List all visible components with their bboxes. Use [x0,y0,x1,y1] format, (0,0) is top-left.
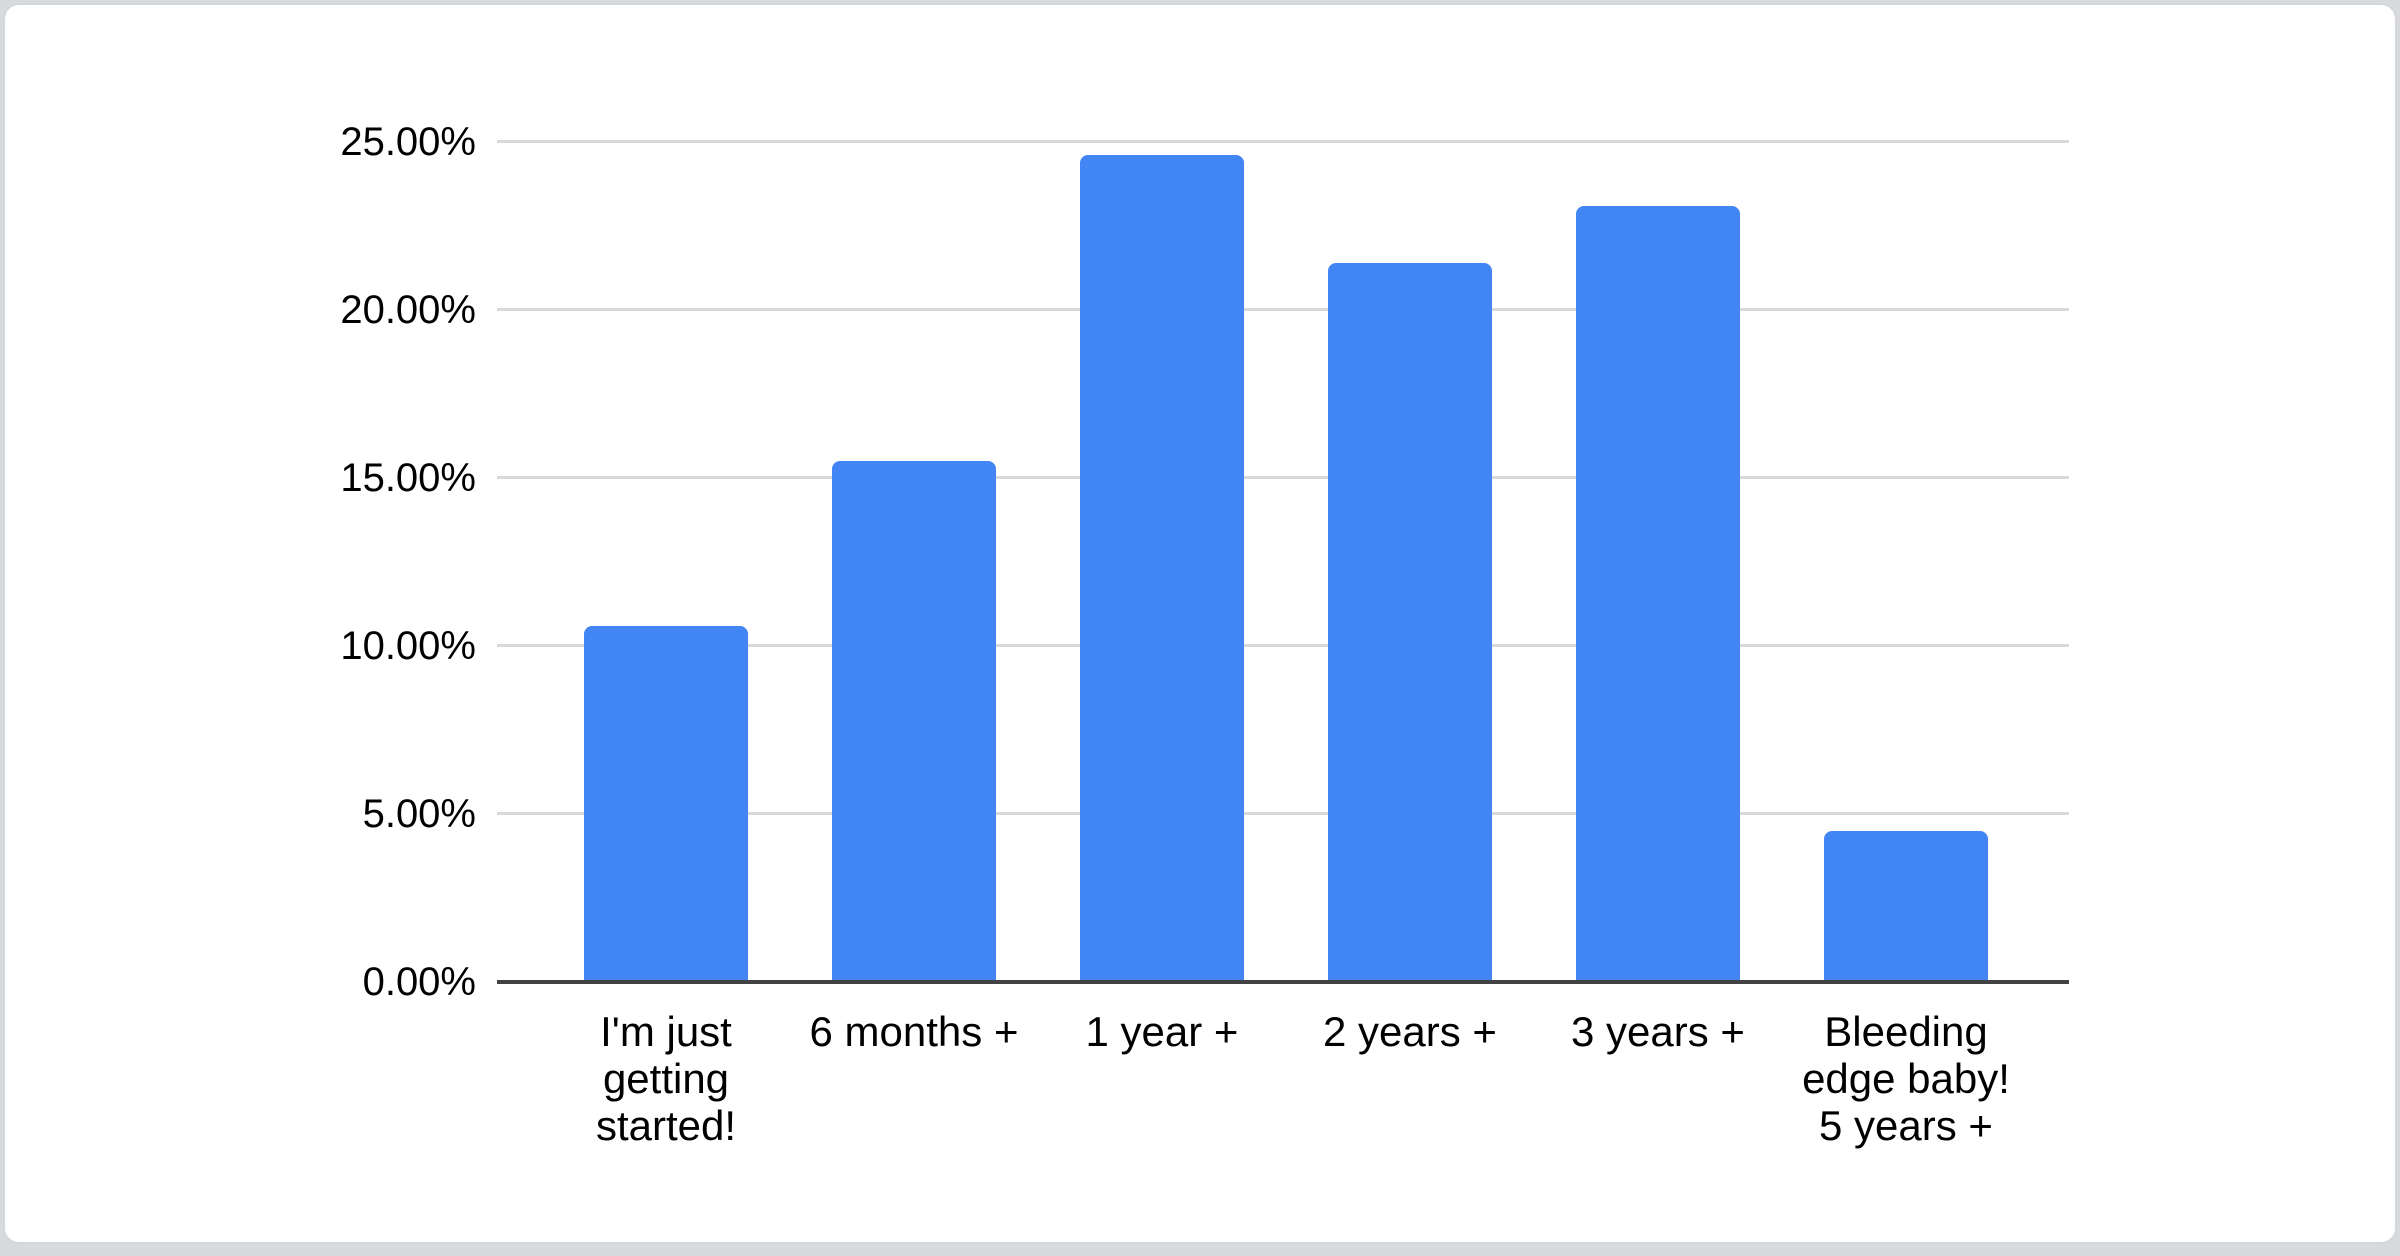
category-band: 6 months + [790,142,1038,1055]
y-axis-tick-label: 15.00% [340,456,476,500]
gridline [497,644,2069,647]
plot-area: I'm just getting started! 6 months + 1 yea… [497,140,2069,1149]
bar-chart: 25.00% 20.00% 15.00% 10.00% 5.00% 0.00% I'm j… [5,5,2395,1242]
chart-bar[interactable] [1824,830,1988,982]
x-axis-category-label: Bleeding edge baby! 5 years + [1802,1008,2010,1149]
y-axis-tick-label: 20.00% [340,288,476,332]
bars-row: I'm just getting started! 6 months + 1 yea… [542,142,2030,1149]
chart-bar[interactable] [1080,155,1244,982]
y-axis-labels: 25.00% 20.00% 15.00% 10.00% 5.00% 0.00% [5,120,476,1004]
gridline [497,812,2069,815]
category-band: 3 years + [1534,142,1782,1055]
x-axis-category-label: 6 months + [809,1008,1019,1055]
gridline [497,308,2069,311]
x-axis-category-label: I'm just getting started! [595,1008,737,1149]
gridline [497,476,2069,479]
chart-bar[interactable] [832,461,996,982]
chart-bar[interactable] [1328,262,1492,982]
category-band: I'm just getting started! [542,142,790,1149]
y-axis-tick-label: 25.00% [340,120,476,164]
chart-bar[interactable] [584,625,748,982]
x-axis-category-label: 3 years + [1571,1008,1745,1055]
x-axis-category-label: 2 years + [1323,1008,1497,1055]
x-axis-line [497,980,2069,984]
y-axis-tick-label: 0.00% [362,960,476,1004]
category-band: 2 years + [1286,142,1534,1055]
category-band: Bleeding edge baby! 5 years + [1782,142,2030,1149]
gridline [497,140,2069,143]
chart-bar[interactable] [1576,205,1740,982]
chart-card: 25.00% 20.00% 15.00% 10.00% 5.00% 0.00% I'm j… [3,3,2397,1244]
category-band: 1 year + [1038,142,1286,1055]
y-axis-tick-label: 5.00% [362,792,476,836]
x-axis-category-label: 1 year + [1085,1008,1239,1055]
y-axis-tick-label: 10.00% [340,624,476,668]
